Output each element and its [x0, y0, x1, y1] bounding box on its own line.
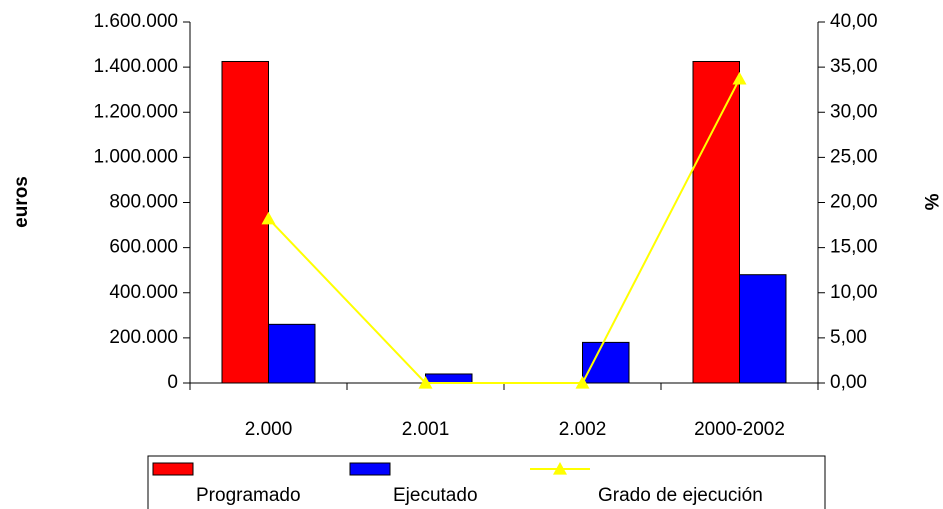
- y-tick-label: 1.400.000: [93, 56, 178, 77]
- legend-swatch: [152, 462, 194, 476]
- x-tick-label: 2.001: [402, 419, 450, 440]
- legend-marker: [553, 462, 567, 475]
- bar: [425, 373, 473, 384]
- legend-swatch: [349, 462, 391, 476]
- y2-tick-label: 25,00: [830, 146, 878, 167]
- line-marker: [418, 376, 433, 389]
- y2-tick-label: 40,00: [830, 11, 878, 32]
- bar: [268, 323, 316, 384]
- y2-tick-label: 35,00: [830, 56, 878, 77]
- y-tick-label: 1.000.000: [93, 146, 178, 167]
- y2-tick-label: 15,00: [830, 237, 878, 258]
- y2-axis-title: %: [920, 194, 941, 211]
- y2-tick-label: 5,00: [830, 327, 867, 348]
- line-marker: [575, 376, 590, 389]
- y-tick-label: 800.000: [109, 192, 178, 213]
- line-marker: [261, 211, 276, 225]
- bar: [221, 60, 269, 384]
- y-tick-label: 600.000: [109, 237, 178, 258]
- x-tick-label: 2.002: [559, 419, 607, 440]
- y2-tick-label: 30,00: [830, 101, 878, 122]
- legend-label: Ejecutado: [393, 485, 478, 506]
- line-marker: [732, 71, 747, 85]
- y-tick-label: 1.600.000: [93, 11, 178, 32]
- y-axis-title: euros: [11, 176, 32, 228]
- y2-tick-label: 10,00: [830, 282, 878, 303]
- bar: [582, 341, 630, 384]
- y-tick-label: 0: [167, 372, 178, 393]
- y-tick-label: 1.200.000: [93, 101, 178, 122]
- legend-box: [147, 455, 826, 509]
- legend-label: Grado de ejecución: [598, 485, 763, 506]
- x-tick-label: 2000-2002: [694, 419, 785, 440]
- y2-tick-label: 20,00: [830, 192, 878, 213]
- x-tick-label: 2.000: [245, 419, 293, 440]
- y-tick-label: 200.000: [109, 327, 178, 348]
- legend-label: Programado: [196, 485, 301, 506]
- y-tick-label: 400.000: [109, 282, 178, 303]
- bar: [692, 60, 740, 384]
- bar: [739, 274, 787, 384]
- y2-tick-label: 0,00: [830, 372, 867, 393]
- line-series: [267, 78, 741, 384]
